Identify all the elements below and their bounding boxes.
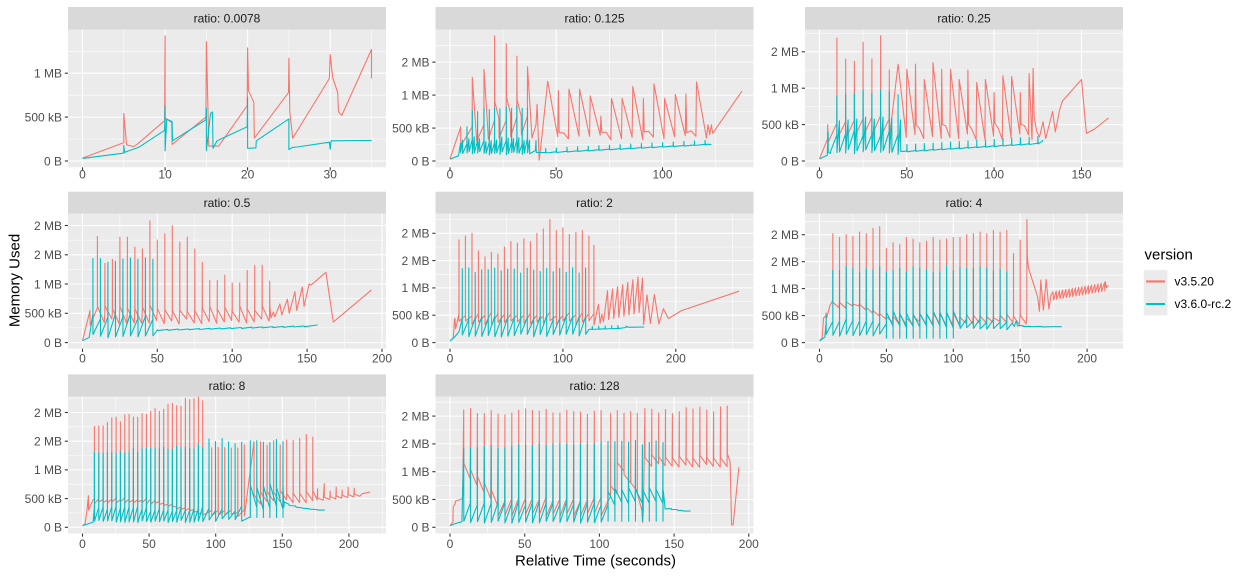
svg-text:1 MB: 1 MB	[401, 281, 429, 295]
svg-text:2 MB: 2 MB	[771, 45, 799, 59]
svg-text:1 MB: 1 MB	[401, 88, 429, 102]
svg-text:50: 50	[880, 351, 894, 365]
svg-text:0: 0	[447, 167, 454, 181]
svg-text:version: version	[1145, 247, 1193, 264]
svg-text:200: 200	[1077, 351, 1097, 365]
svg-text:150: 150	[297, 351, 317, 365]
svg-text:500 kB: 500 kB	[762, 309, 799, 323]
svg-text:ratio: 8: ratio: 8	[209, 379, 246, 393]
svg-text:0: 0	[816, 167, 823, 181]
svg-text:2 MB: 2 MB	[401, 55, 429, 69]
svg-text:ratio: 128: ratio: 128	[569, 379, 619, 393]
svg-text:50: 50	[518, 537, 532, 551]
svg-text:1 MB: 1 MB	[34, 67, 62, 81]
svg-text:150: 150	[1010, 351, 1030, 365]
svg-text:0 B: 0 B	[781, 336, 799, 350]
svg-text:1 MB: 1 MB	[34, 463, 62, 477]
svg-text:50: 50	[142, 537, 156, 551]
svg-text:200: 200	[666, 351, 686, 365]
svg-text:ratio: 0.125: ratio: 0.125	[564, 12, 624, 26]
svg-text:2 MB: 2 MB	[34, 219, 62, 233]
svg-text:0: 0	[447, 537, 454, 551]
svg-text:0: 0	[447, 351, 454, 365]
svg-text:10: 10	[158, 167, 172, 181]
svg-text:100: 100	[943, 351, 963, 365]
svg-text:1 MB: 1 MB	[771, 82, 799, 96]
svg-text:500 kB: 500 kB	[762, 118, 799, 132]
svg-text:1 MB: 1 MB	[401, 465, 429, 479]
svg-text:100: 100	[222, 351, 242, 365]
svg-text:50: 50	[900, 167, 914, 181]
svg-text:100: 100	[589, 537, 609, 551]
svg-text:2 MB: 2 MB	[401, 254, 429, 268]
svg-text:100: 100	[984, 167, 1004, 181]
svg-text:2 MB: 2 MB	[34, 435, 62, 449]
svg-text:2 MB: 2 MB	[34, 406, 62, 420]
svg-text:v3.5.20: v3.5.20	[1175, 275, 1215, 289]
svg-text:0: 0	[79, 537, 86, 551]
svg-text:100: 100	[652, 167, 672, 181]
svg-text:150: 150	[272, 537, 292, 551]
svg-text:100: 100	[206, 537, 226, 551]
svg-text:1 MB: 1 MB	[771, 282, 799, 296]
svg-text:50: 50	[151, 351, 165, 365]
svg-text:200: 200	[372, 351, 392, 365]
svg-text:ratio: 4: ratio: 4	[946, 196, 983, 210]
svg-text:20: 20	[241, 167, 255, 181]
svg-text:0 B: 0 B	[411, 154, 429, 168]
svg-text:150: 150	[664, 537, 684, 551]
svg-text:0 B: 0 B	[44, 521, 62, 535]
svg-text:ratio: 0.0078: ratio: 0.0078	[194, 12, 261, 26]
svg-text:1 MB: 1 MB	[34, 277, 62, 291]
svg-text:ratio: 2: ratio: 2	[576, 196, 613, 210]
svg-text:2 MB: 2 MB	[401, 437, 429, 451]
svg-text:500 kB: 500 kB	[25, 307, 62, 321]
svg-text:200: 200	[339, 537, 359, 551]
svg-text:100: 100	[553, 351, 573, 365]
svg-text:2 MB: 2 MB	[771, 228, 799, 242]
svg-text:500 kB: 500 kB	[25, 492, 62, 506]
svg-text:0 B: 0 B	[411, 521, 429, 535]
svg-text:2 MB: 2 MB	[34, 248, 62, 262]
svg-text:0: 0	[816, 351, 823, 365]
svg-text:0 B: 0 B	[44, 154, 62, 168]
svg-text:150: 150	[1071, 167, 1091, 181]
svg-text:500 kB: 500 kB	[392, 309, 429, 323]
svg-text:500 kB: 500 kB	[25, 110, 62, 124]
svg-text:0 B: 0 B	[44, 336, 62, 350]
svg-text:ratio: 0.25: ratio: 0.25	[937, 12, 991, 26]
svg-text:2 MB: 2 MB	[771, 255, 799, 269]
svg-text:50: 50	[550, 167, 564, 181]
svg-text:2 MB: 2 MB	[401, 409, 429, 423]
svg-text:0 B: 0 B	[781, 154, 799, 168]
svg-text:0 B: 0 B	[411, 336, 429, 350]
svg-text:0: 0	[79, 351, 86, 365]
svg-text:30: 30	[324, 167, 338, 181]
svg-text:ratio: 0.5: ratio: 0.5	[204, 196, 251, 210]
svg-text:v3.6.0-rc.2: v3.6.0-rc.2	[1175, 297, 1232, 311]
svg-text:500 kB: 500 kB	[392, 121, 429, 135]
svg-text:2 MB: 2 MB	[401, 227, 429, 241]
svg-text:Relative Time (seconds): Relative Time (seconds)	[515, 553, 676, 570]
svg-text:Memory Used: Memory Used	[7, 234, 24, 327]
svg-text:0: 0	[79, 167, 86, 181]
svg-text:200: 200	[739, 537, 759, 551]
svg-text:500 kB: 500 kB	[392, 493, 429, 507]
